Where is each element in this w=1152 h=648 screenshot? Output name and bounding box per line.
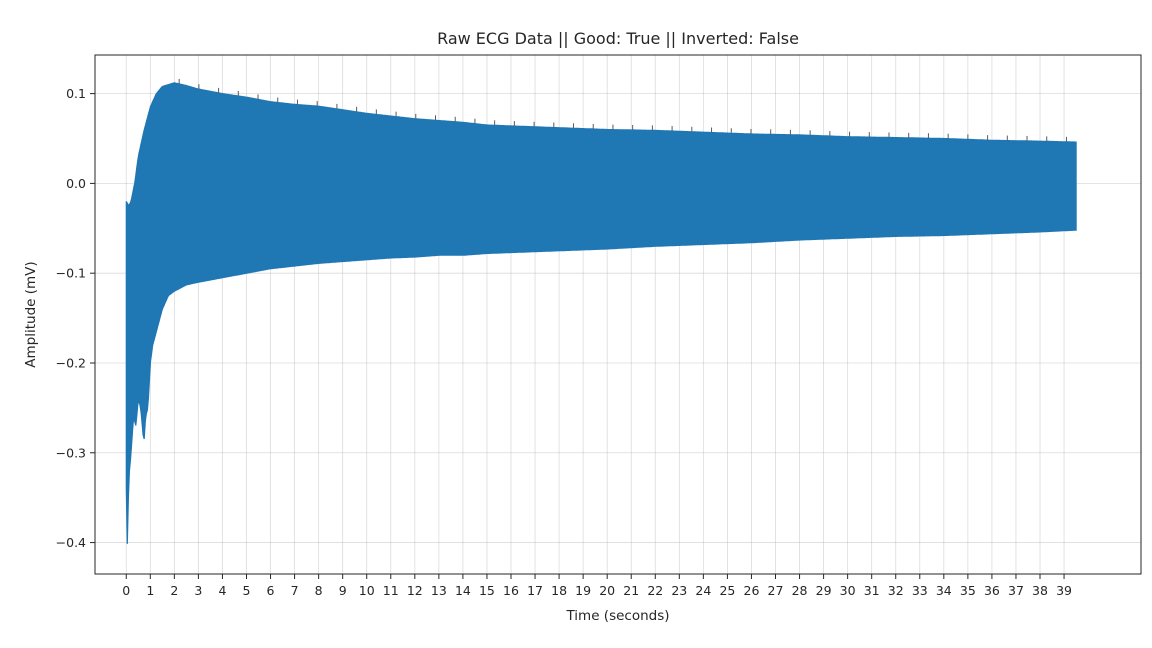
- x-tick-label: 39: [1056, 583, 1072, 598]
- x-tick-label: 25: [719, 583, 735, 598]
- chart-title: Raw ECG Data || Good: True || Inverted: …: [437, 29, 799, 48]
- x-tick-label: 13: [431, 583, 447, 598]
- x-tick-label: 31: [864, 583, 880, 598]
- x-tick-label: 12: [407, 583, 423, 598]
- x-tick-label: 18: [551, 583, 567, 598]
- plot-area: [125, 78, 1077, 544]
- x-tick-label: 14: [455, 583, 471, 598]
- x-tick-label: 11: [383, 583, 399, 598]
- x-tick-label: 35: [960, 583, 976, 598]
- x-tick-label: 8: [315, 583, 323, 598]
- x-tick-label: 22: [647, 583, 663, 598]
- x-tick-label: 5: [243, 583, 251, 598]
- y-axis-title: Amplitude (mV): [23, 261, 39, 367]
- axes-frame: [94, 54, 1142, 575]
- y-tick-label: 0.0: [66, 176, 86, 191]
- x-tick-label: 30: [840, 583, 856, 598]
- x-tick-label: 2: [170, 583, 178, 598]
- axis-ticks: 0 1 2 3 4 5 6 7 8 9 10 11 12 13 14 15 16 17 18 19 20 21 22 23 24…: [56, 86, 1072, 598]
- x-tick-label: 23: [671, 583, 687, 598]
- x-tick-label: 19: [575, 583, 591, 598]
- x-tick-label: 10: [359, 583, 375, 598]
- x-tick-label: 36: [984, 583, 1000, 598]
- x-tick-label: 17: [527, 583, 543, 598]
- x-tick-label: 24: [695, 583, 711, 598]
- x-tick-label: 29: [816, 583, 832, 598]
- y-tick-label: −0.4: [56, 535, 86, 550]
- y-tick-label: −0.3: [56, 445, 86, 460]
- x-tick-label: 3: [194, 583, 202, 598]
- x-tick-label: 20: [599, 583, 615, 598]
- x-tick-label: 26: [744, 583, 760, 598]
- x-axis-title: Time (seconds): [565, 608, 669, 624]
- x-tick-label: 32: [888, 583, 904, 598]
- x-tick-label: 7: [291, 583, 299, 598]
- x-tick-label: 27: [768, 583, 784, 598]
- x-tick-label: 4: [218, 583, 226, 598]
- x-tick-label: 16: [503, 583, 519, 598]
- x-tick-label: 1: [146, 583, 154, 598]
- x-tick-label: 37: [1008, 583, 1024, 598]
- x-tick-label: 0: [122, 583, 130, 598]
- x-tick-label: 34: [936, 583, 952, 598]
- y-tick-label: 0.1: [66, 86, 86, 101]
- x-tick-label: 28: [792, 583, 808, 598]
- x-tick-label: 21: [623, 583, 639, 598]
- x-tick-label: 9: [339, 583, 347, 598]
- ecg-signal-band: [125, 82, 1077, 544]
- x-tick-label: 15: [479, 583, 495, 598]
- x-tick-label: 33: [912, 583, 928, 598]
- x-tick-label: 6: [267, 583, 275, 598]
- x-tick-label: 38: [1032, 583, 1048, 598]
- y-tick-label: −0.1: [56, 266, 86, 281]
- y-tick-label: −0.2: [56, 355, 86, 370]
